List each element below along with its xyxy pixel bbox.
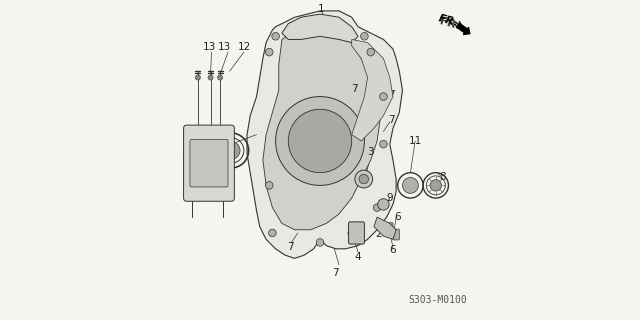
Text: 6: 6 bbox=[394, 212, 401, 222]
Text: FR.: FR. bbox=[437, 13, 460, 28]
Circle shape bbox=[222, 142, 240, 159]
Text: 7: 7 bbox=[388, 115, 395, 125]
Circle shape bbox=[218, 75, 223, 80]
Circle shape bbox=[380, 93, 387, 100]
Circle shape bbox=[430, 180, 442, 191]
Polygon shape bbox=[374, 217, 396, 239]
Circle shape bbox=[348, 229, 356, 237]
Circle shape bbox=[316, 239, 324, 246]
Text: 8: 8 bbox=[439, 172, 445, 182]
Circle shape bbox=[266, 48, 273, 56]
Text: 4: 4 bbox=[355, 252, 362, 262]
Text: 7: 7 bbox=[388, 90, 395, 100]
Circle shape bbox=[288, 109, 352, 173]
Text: 1: 1 bbox=[318, 4, 325, 14]
Circle shape bbox=[272, 32, 280, 40]
Circle shape bbox=[359, 174, 369, 184]
Text: S303-M0100: S303-M0100 bbox=[408, 295, 467, 305]
Text: 11: 11 bbox=[408, 136, 422, 146]
Polygon shape bbox=[282, 14, 358, 43]
FancyArrow shape bbox=[456, 23, 470, 35]
Text: 2: 2 bbox=[376, 228, 382, 239]
Circle shape bbox=[378, 199, 389, 210]
Circle shape bbox=[276, 97, 364, 185]
Circle shape bbox=[208, 75, 213, 80]
Text: 7: 7 bbox=[332, 268, 339, 278]
FancyBboxPatch shape bbox=[190, 140, 228, 187]
Text: 5: 5 bbox=[181, 149, 188, 159]
Polygon shape bbox=[263, 24, 380, 230]
Circle shape bbox=[360, 32, 368, 40]
Text: 13: 13 bbox=[202, 42, 216, 52]
Polygon shape bbox=[352, 39, 393, 141]
Text: 13: 13 bbox=[218, 42, 232, 52]
Circle shape bbox=[266, 181, 273, 189]
FancyBboxPatch shape bbox=[393, 229, 399, 240]
Text: 10: 10 bbox=[217, 187, 230, 197]
Text: 9: 9 bbox=[387, 193, 393, 203]
Circle shape bbox=[380, 140, 387, 148]
Circle shape bbox=[195, 75, 200, 80]
Polygon shape bbox=[247, 11, 403, 258]
Circle shape bbox=[403, 178, 419, 193]
Text: 12: 12 bbox=[238, 42, 251, 52]
Circle shape bbox=[373, 204, 381, 212]
Text: FR.: FR. bbox=[439, 16, 461, 31]
FancyBboxPatch shape bbox=[184, 125, 234, 201]
Text: 7: 7 bbox=[363, 115, 369, 125]
Text: 7: 7 bbox=[351, 84, 358, 94]
Text: 7: 7 bbox=[287, 242, 294, 252]
Circle shape bbox=[269, 229, 276, 237]
Circle shape bbox=[367, 48, 374, 56]
Text: 3: 3 bbox=[367, 147, 374, 157]
Text: 6: 6 bbox=[390, 245, 396, 255]
FancyBboxPatch shape bbox=[349, 222, 364, 244]
Circle shape bbox=[355, 170, 372, 188]
FancyBboxPatch shape bbox=[387, 223, 393, 234]
